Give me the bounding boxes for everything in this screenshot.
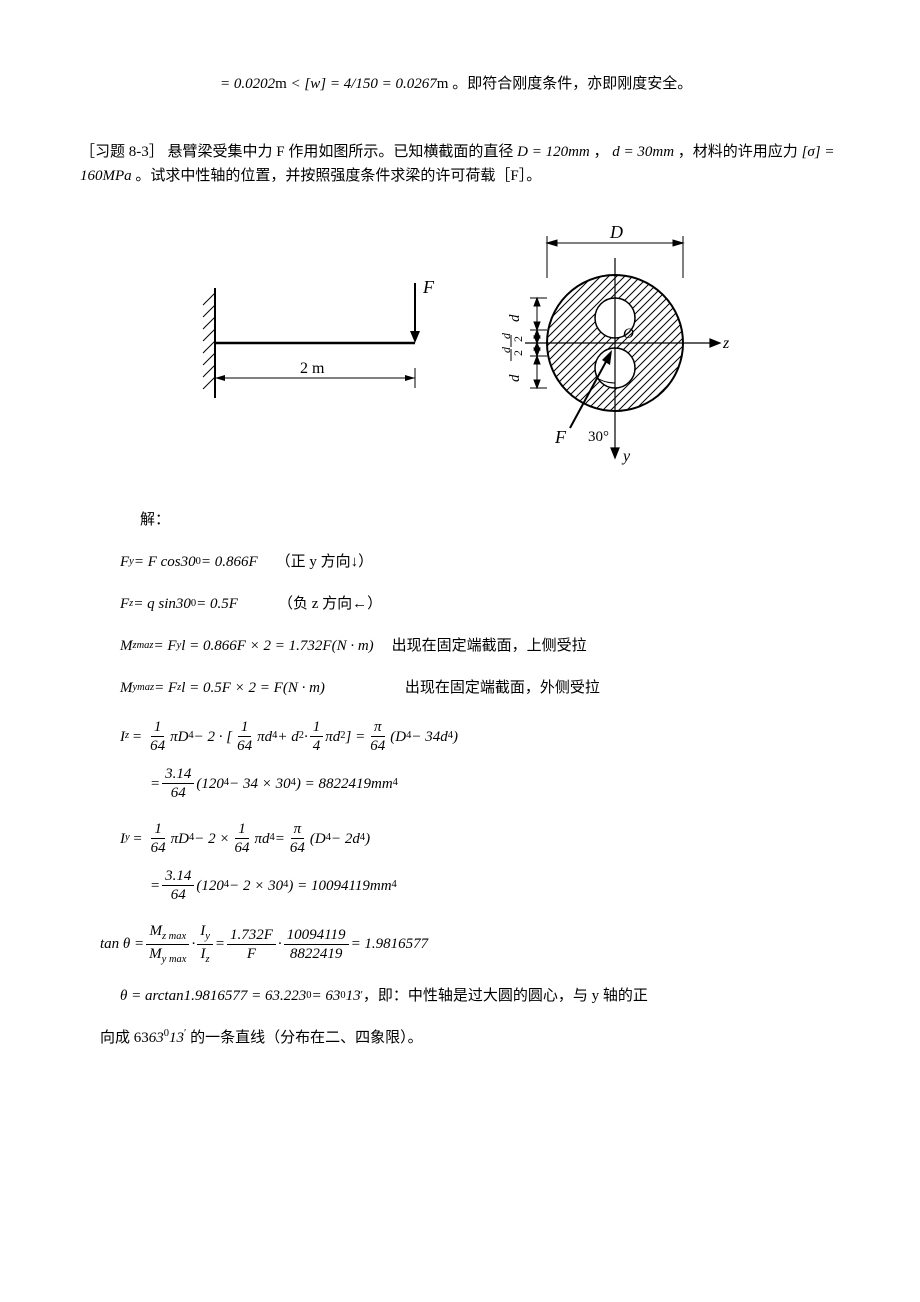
problem-label: ［习题 8-3］ [80, 144, 164, 160]
D-label: D [609, 222, 623, 242]
beam-diagram: F 2 m [185, 248, 445, 448]
top-lhs: = 0.0202 [220, 76, 275, 92]
eq-theta: θ = arctan1.9816577 = 63.2230 = 630 13′ … [120, 984, 840, 1008]
eq-My: Mymaz = Fz l = 0.5F × 2 = F(N · m) 出现在固定… [120, 676, 840, 700]
O-label: O [623, 326, 634, 342]
top-tail: 。即符合刚度条件，亦即刚度安全。 [452, 76, 692, 92]
d-label-top: d [507, 314, 523, 322]
section-F-label: F [554, 427, 567, 447]
eq-Iy-2: = 3.1464 (1204 − 2 × 304 ) = 10094119mm4 [150, 867, 840, 904]
beam-F-label: F [422, 277, 435, 297]
svg-text:2: 2 [511, 350, 525, 356]
eq-Iz-2: = 3.1464 (1204 − 34 × 304 ) = 8822419mm4 [150, 765, 840, 802]
eq-theta-tail: 向成 6363013′ 的一条直线（分布在二、四象限）。 [100, 1026, 840, 1050]
angle-label: 30° [588, 429, 609, 445]
beam-length-label: 2 m [300, 360, 325, 377]
z-axis-label: z [722, 335, 730, 352]
top-residual-line: = 0.0202m < [w] = 4/150 = 0.0267m 。即符合刚度… [220, 72, 840, 96]
y-axis-label: y [621, 448, 631, 465]
figure-row: F 2 m D [80, 218, 840, 478]
eq-Mz: Mzmaz = Fy l = 0.866F × 2 = 1.732F(N · m… [120, 634, 840, 658]
eq-tan: tan θ = Mz max My max · Iy Iz = 1.732FF … [100, 922, 840, 966]
solution-label: 解： [140, 508, 840, 532]
d-label-bot: d [507, 374, 523, 382]
eq-Iz: Iz = 164 πD4 − 2 · [ 164 πd4 + d2 · 14 π… [120, 718, 840, 755]
eq-Iy: Iy = 164 πD4 − 2 × 164 πd4 = π64 (D4 − 2… [120, 820, 840, 857]
problem-statement: ［习题 8-3］ 悬臂梁受集中力 F 作用如图所示。已知横截面的直径 D = 1… [80, 140, 840, 188]
svg-text:2: 2 [511, 336, 525, 342]
eq-Fz: Fz = q sin300 = 0.5F （负 z 方向←） [120, 592, 840, 616]
section-diagram: D z y O [475, 218, 735, 478]
eq-Fy: Fy = F cos300 = 0.866F （正 y 方向↓） [120, 550, 840, 574]
